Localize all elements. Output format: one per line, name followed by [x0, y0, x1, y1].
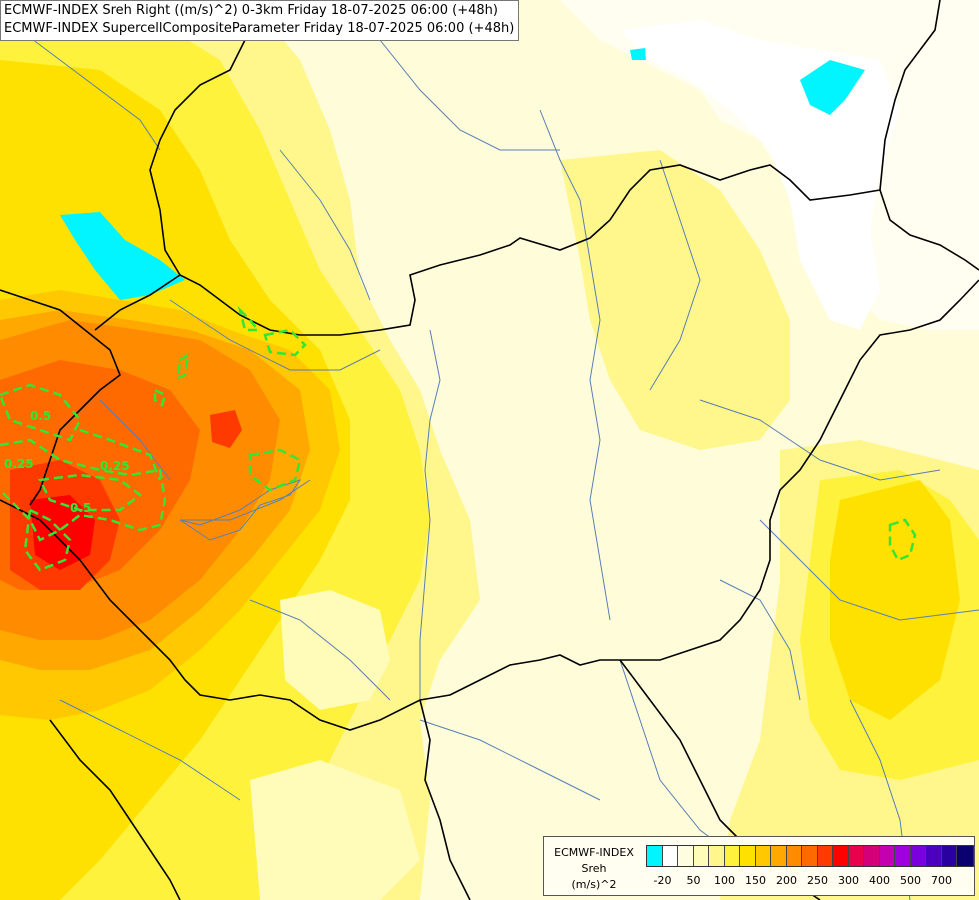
legend-tick: 150: [745, 874, 766, 887]
legend-swatch: [647, 846, 663, 866]
legend-tick: 50: [686, 874, 701, 887]
legend-tick: 700: [931, 874, 952, 887]
legend-swatch: [817, 846, 833, 866]
legend-source-label: ECMWF-INDEX: [554, 846, 634, 859]
legend-swatch: [895, 846, 911, 866]
legend-swatch: [879, 846, 895, 866]
scp-contours: [0, 305, 917, 572]
legend-tick: 250: [807, 874, 828, 887]
legend-tick: 400: [869, 874, 890, 887]
legend-swatch: [755, 846, 771, 866]
legend-tick-labels: -20 50 100 150 200 250 300 400 500 700: [646, 874, 976, 888]
contour-label: 0.5: [70, 501, 91, 515]
legend-swatch: [709, 846, 725, 866]
rivers: [19, 29, 979, 900]
map-title-line-1: ECMWF-INDEX Sreh Right ((m/s)^2) 0-3km F…: [4, 3, 498, 18]
legend-tick: 300: [838, 874, 859, 887]
legend-swatch: [941, 846, 957, 866]
legend-swatch: [848, 846, 864, 866]
legend-swatch: [771, 846, 787, 866]
legend-swatch: [662, 846, 678, 866]
legend-swatch: [740, 846, 756, 866]
contour-label: 0.25: [100, 459, 130, 473]
legend-swatch: [910, 846, 926, 866]
legend-swatch: [693, 846, 709, 866]
legend-swatch: [864, 846, 880, 866]
legend-swatch: [926, 846, 942, 866]
legend-variable-label: Sreh: [581, 862, 607, 875]
legend-tick: 500: [900, 874, 921, 887]
legend-swatch: [802, 846, 818, 866]
legend-tick: 200: [776, 874, 797, 887]
legend-color-scale: [646, 845, 974, 867]
legend-swatch: [957, 846, 973, 866]
legend-swatch: [724, 846, 740, 866]
legend-tick: 100: [714, 874, 735, 887]
legend-swatch: [786, 846, 802, 866]
legend-swatch: [833, 846, 849, 866]
contour-label: 0.25: [4, 457, 34, 471]
map-title-box: ECMWF-INDEX Sreh Right ((m/s)^2) 0-3km F…: [0, 0, 520, 41]
legend-swatch: [678, 846, 694, 866]
contour-label: 0.5: [30, 409, 51, 423]
legend-unit-label: (m/s)^2: [571, 878, 617, 891]
map-title-line-2: ECMWF-INDEX SupercellCompositeParameter …: [4, 21, 515, 36]
high-sreh-core: [0, 290, 340, 720]
legend-tick: -20: [653, 874, 672, 887]
color-legend: ECMWF-INDEX Sreh (m/s)^2 -20 50 100 150 200 2…: [543, 836, 975, 896]
scp-contour-labels: 0.25 0.5 0.25 0.5: [4, 409, 130, 515]
negative-sreh-zones: [60, 48, 865, 300]
